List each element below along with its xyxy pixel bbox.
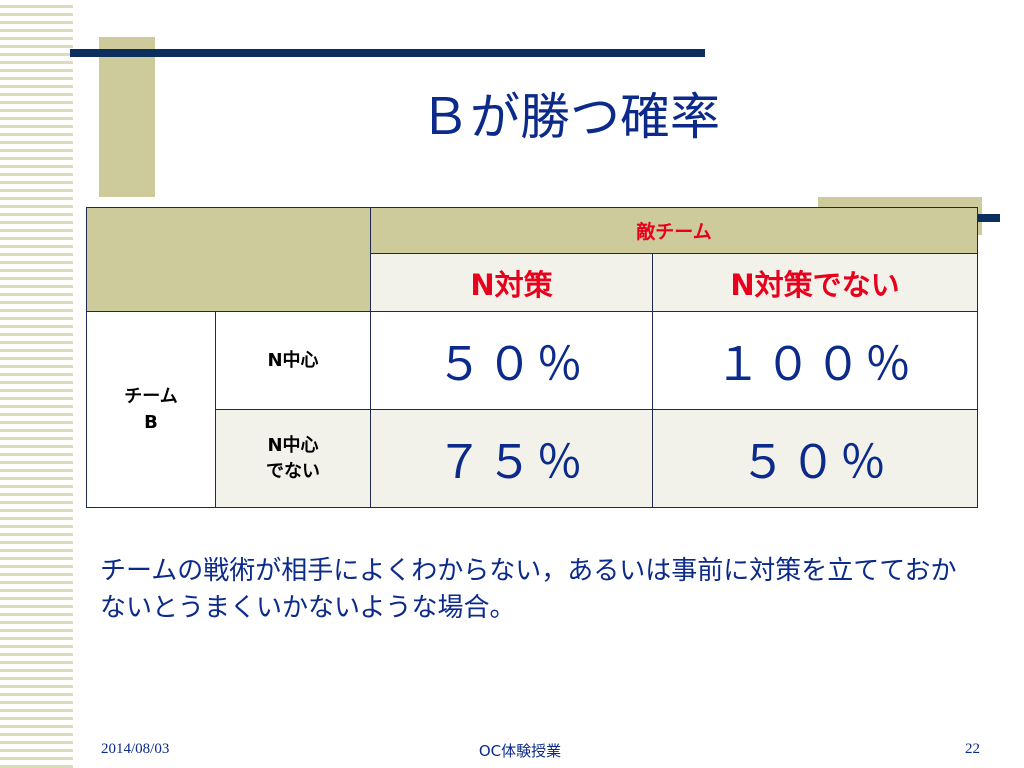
decorative-stripes <box>0 0 73 768</box>
footer-course-title: OC体験授業 <box>478 742 562 760</box>
table-corner-cell <box>86 207 371 312</box>
table-cell-value: １００％ <box>652 311 978 410</box>
enemy-team-header: 敵チーム <box>370 207 978 254</box>
slide-title: Ｂが勝つ確率 <box>420 88 720 146</box>
table-cell-value: ７５％ <box>370 409 653 508</box>
table-cell-value: ５０％ <box>652 409 978 508</box>
row-label-not-n-centered: N中心 でない <box>215 409 371 508</box>
decorative-line-right <box>978 214 1000 222</box>
slide-body-text: チームの戦術が相手によくわからない，あるいは事前に対策を立てておかないとうまくい… <box>100 556 957 623</box>
footer-date: 2014/08/03 <box>101 741 170 757</box>
footer-page-number: 22 <box>965 741 980 757</box>
decorative-line-top <box>70 49 705 57</box>
column-header-no-n-counter: N対策でない <box>652 253 978 312</box>
decorative-block-left <box>99 37 155 197</box>
table-cell-value: ５０％ <box>370 311 653 410</box>
team-b-label: チーム B <box>86 311 216 508</box>
row-label-n-centered: N中心 <box>215 311 371 410</box>
probability-table: 敵チーム N対策 N対策でない チーム B N中心 ５０％ １００％ N中心 で… <box>86 207 978 508</box>
column-header-n-counter: N対策 <box>370 253 653 312</box>
